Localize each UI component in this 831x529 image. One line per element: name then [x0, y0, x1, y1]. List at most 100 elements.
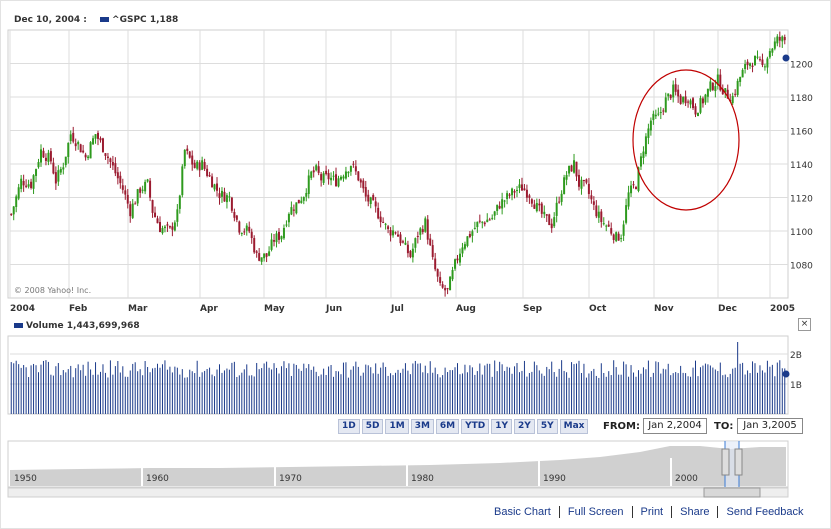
footer-link-send-feedback[interactable]: Send Feedback [726, 506, 804, 518]
candle-body [632, 184, 635, 186]
candle-body [590, 195, 593, 200]
range-button-ytd[interactable]: YTD [461, 419, 490, 434]
candle-body [223, 191, 226, 202]
candle-body [166, 224, 169, 226]
candle-body [37, 162, 40, 168]
candle-body [119, 175, 122, 184]
candle-body [694, 106, 697, 115]
candle-body [59, 168, 62, 173]
range-button-1m[interactable]: 1M [385, 419, 409, 434]
price-x-tick-label: Apr [200, 304, 218, 314]
candle-body [22, 180, 25, 186]
candle-body [136, 189, 139, 204]
range-button-2y[interactable]: 2Y [514, 419, 535, 434]
footer-link-basic-chart[interactable]: Basic Chart [494, 506, 551, 518]
price-x-tick-label: Jun [325, 304, 342, 314]
navigator-scroll-thumb[interactable] [703, 487, 761, 498]
close-volume-button[interactable]: × [798, 318, 811, 331]
candle-body [62, 167, 65, 170]
range-button-3m[interactable]: 3M [410, 419, 434, 434]
navigator-decade-label: 1970 [279, 474, 302, 484]
candle-body [320, 174, 323, 181]
candle-body [335, 174, 338, 187]
range-button-5y[interactable]: 5Y [536, 419, 558, 434]
candle-body [468, 233, 471, 238]
candle-body [225, 195, 228, 203]
candle-body [424, 218, 427, 232]
candle-body [39, 149, 42, 163]
footer-link-print[interactable]: Print [640, 506, 664, 518]
candle-body [312, 170, 315, 173]
from-date-field[interactable]: Jan 2,2004 [643, 418, 707, 434]
candle-body [746, 61, 749, 66]
candle-body [280, 236, 283, 240]
candle-body [116, 172, 119, 179]
candle-body [369, 197, 372, 204]
volume-legend: Volume 1,443,699,968 [14, 321, 140, 331]
candle-body [642, 151, 645, 158]
footer-link-share[interactable]: Share [680, 506, 710, 518]
candle-body [77, 142, 80, 145]
candle-body [362, 180, 365, 189]
candle-body [387, 226, 390, 230]
navigator-left-handle[interactable] [721, 448, 730, 476]
candle-body [114, 163, 117, 174]
candle-body [25, 185, 28, 187]
candle-body [565, 175, 568, 180]
candle-body [726, 89, 729, 99]
candle-body [404, 242, 407, 245]
candle-body [168, 226, 171, 228]
navigator-scrollbar[interactable] [7, 487, 789, 498]
candle-body [310, 171, 313, 178]
candle-body [754, 55, 757, 66]
volume-title: Volume [26, 321, 64, 331]
footer-link-full-screen[interactable]: Full Screen [567, 506, 624, 518]
close-icon: × [800, 319, 809, 329]
candle-body [692, 98, 695, 109]
date-label: Dec 10, 2004 : [14, 15, 87, 25]
candle-body [446, 288, 449, 290]
price-y-tick-label: 1100 [790, 228, 813, 238]
candle-body [560, 193, 563, 202]
candle-body [597, 211, 600, 218]
candle-body [163, 226, 166, 229]
candle-body [478, 220, 481, 222]
candle-body [716, 74, 719, 85]
range-button-1y[interactable]: 1Y [491, 419, 513, 434]
candle-body [131, 203, 134, 218]
candle-body [359, 179, 362, 183]
candle-body [270, 239, 273, 250]
candle-body [218, 193, 221, 199]
candle-body [731, 96, 734, 104]
candle-body [285, 224, 288, 226]
price-legend: Dec 10, 2004 : ^GSPC 1,188 [14, 15, 178, 25]
candle-body [570, 165, 573, 172]
candle-body [57, 170, 60, 182]
rally-annotation-circle [632, 69, 740, 211]
candle-body [52, 162, 55, 174]
candle-body [548, 214, 551, 226]
candle-body [260, 257, 263, 262]
candle-body [573, 160, 576, 173]
range-button-max[interactable]: Max [559, 419, 589, 434]
candle-body [734, 93, 737, 95]
candle-body [307, 175, 310, 194]
candle-body [672, 84, 675, 98]
candle-body [258, 253, 261, 261]
candle-body [533, 204, 536, 209]
range-button-1d[interactable]: 1D [338, 419, 360, 434]
price-y-tick-label: 1140 [790, 161, 813, 171]
candle-body [503, 200, 506, 202]
candle-body [463, 244, 466, 249]
navigator-right-handle[interactable] [734, 448, 743, 476]
candle-body [635, 187, 638, 190]
to-date-field[interactable]: Jan 3,2005 [737, 418, 803, 434]
candle-body [173, 222, 176, 231]
navigator-chart: 1950 1960 1970 1980 1990 2000 [7, 440, 789, 498]
candle-body [488, 219, 491, 221]
candle-body [268, 251, 271, 256]
candle-body [473, 227, 476, 229]
range-button-6m[interactable]: 6M [435, 419, 460, 434]
range-button-5d[interactable]: 5D [361, 419, 384, 434]
candle-body [220, 190, 223, 197]
